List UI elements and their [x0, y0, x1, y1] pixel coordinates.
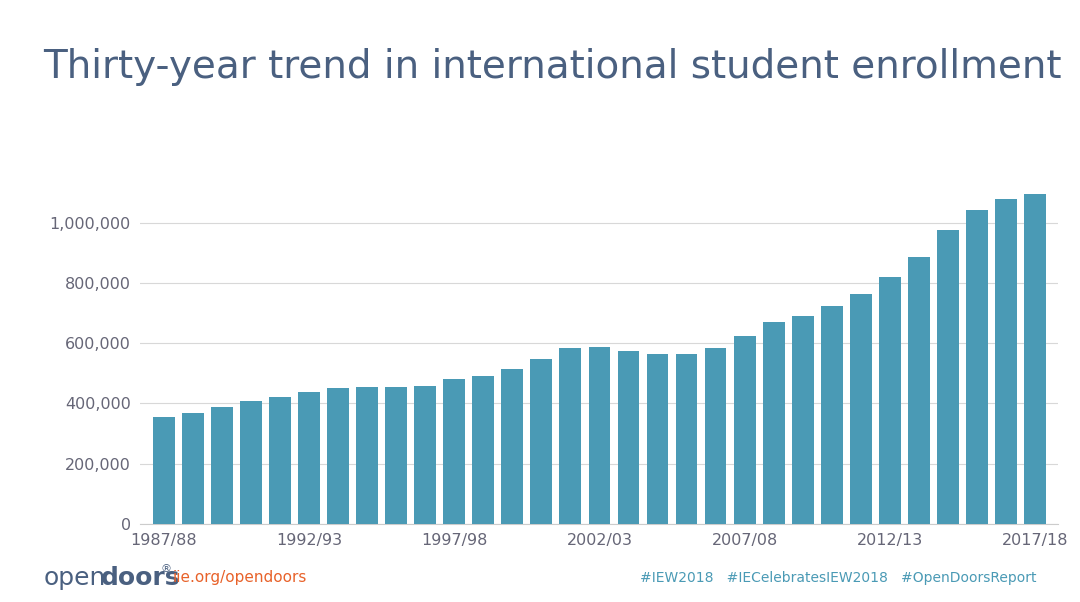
Bar — [152, 417, 175, 524]
Bar — [676, 354, 698, 524]
Text: doors: doors — [100, 566, 180, 590]
Bar — [792, 316, 813, 524]
Bar — [530, 359, 552, 524]
Text: ®: ® — [161, 564, 172, 574]
Bar — [879, 277, 901, 524]
Text: open: open — [43, 566, 106, 590]
Bar — [327, 388, 349, 524]
Bar — [559, 349, 581, 524]
Bar — [472, 376, 494, 524]
Bar — [415, 386, 436, 524]
Bar — [850, 294, 872, 524]
Bar — [501, 369, 523, 524]
Bar — [269, 397, 291, 524]
Text: #IEW2018   #IECelebratesIEW2018   #OpenDoorsReport: #IEW2018 #IECelebratesIEW2018 #OpenDoors… — [640, 571, 1037, 585]
Bar — [386, 387, 407, 524]
Bar — [937, 231, 959, 524]
Bar — [967, 209, 988, 524]
Bar — [995, 199, 1017, 524]
Bar — [356, 388, 378, 524]
Bar — [647, 353, 669, 524]
Bar — [733, 336, 756, 524]
Bar — [1024, 194, 1047, 524]
Bar — [240, 401, 261, 524]
Bar — [443, 379, 465, 524]
Bar — [618, 352, 639, 524]
Bar — [211, 408, 232, 524]
Bar — [298, 392, 320, 524]
Bar — [181, 414, 204, 524]
Text: iie.org/opendoors: iie.org/opendoors — [173, 571, 307, 585]
Text: Thirty-year trend in international student enrollment: Thirty-year trend in international stude… — [43, 48, 1062, 86]
Bar — [821, 306, 842, 524]
Bar — [908, 257, 930, 524]
Bar — [762, 321, 784, 524]
Bar — [589, 347, 610, 524]
Bar — [705, 349, 727, 524]
